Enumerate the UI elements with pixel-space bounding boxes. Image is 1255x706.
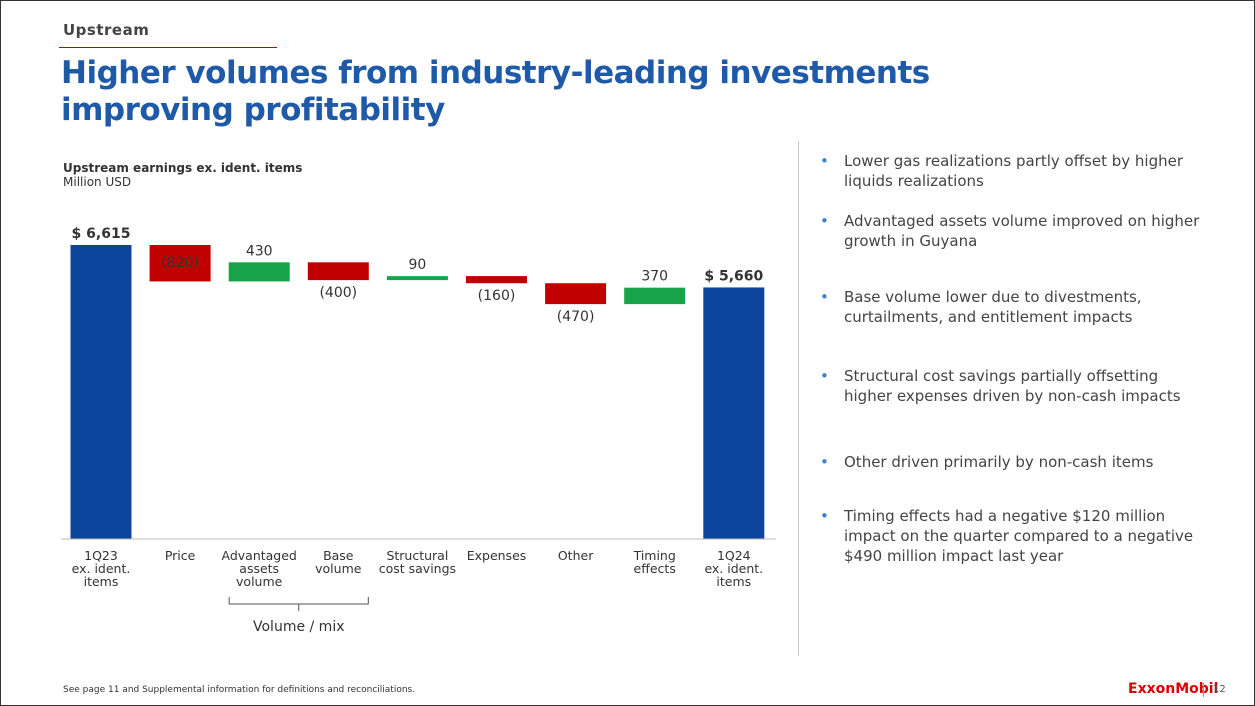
- bullet: Advantaged assets volume improved on hig…: [820, 212, 1200, 250]
- bullet: Base volume lower due to divestments, cu…: [820, 288, 1142, 326]
- logo: ExxonMobil: [1128, 681, 1219, 697]
- bullet-marker: •: [820, 152, 829, 170]
- bullet-marker: •: [820, 367, 829, 385]
- value-label: (820): [161, 255, 199, 271]
- chart-title: Upstream earnings ex. ident. items: [63, 161, 303, 175]
- x-tick-label: 1Q24 ex. ident. items: [704, 548, 764, 589]
- bar: [624, 287, 686, 305]
- bullet-marker: •: [820, 453, 829, 471]
- group-bracket: [228, 597, 369, 611]
- x-tick-label: Base volume: [315, 548, 362, 576]
- bullet: Other driven primarily by non-cash items…: [820, 453, 1154, 471]
- x-tick-label: Expenses: [466, 548, 527, 563]
- bar: [386, 276, 448, 281]
- page-separator: [1203, 683, 1204, 697]
- x-tick-label: Structural cost savings: [378, 548, 457, 576]
- bar: [149, 245, 211, 282]
- bar: [466, 276, 527, 284]
- slide-title: Higher volumes from industry-leading inv…: [61, 55, 930, 128]
- value-label: $ 5,660: [704, 268, 763, 284]
- page-number: 12: [1213, 684, 1226, 695]
- chart: $ 6,615 (820) 430 (400) 90 (160) (470) 370 $ 5,6…: [61, 226, 776, 635]
- section-underline: [59, 47, 277, 48]
- bar: [545, 283, 607, 305]
- x-tick-label: Other: [557, 548, 594, 563]
- divider: [798, 141, 799, 656]
- x-tick-label: Price: [164, 548, 196, 563]
- bar: [70, 245, 132, 539]
- bar: [307, 262, 369, 281]
- value-label: 90: [408, 257, 426, 273]
- x-tick-label: Advantaged assets volume: [221, 548, 297, 589]
- value-label: (160): [478, 288, 516, 304]
- x-tick-label: 1Q23 ex. ident. items: [71, 548, 131, 589]
- value-label: (470): [557, 309, 595, 325]
- bullet-marker: •: [820, 288, 829, 306]
- group-label: Volume / mix: [253, 619, 345, 635]
- value-label: (400): [319, 285, 357, 301]
- x-tick-label: Timing effects: [633, 548, 676, 576]
- bullet: Lower gas realizations partly offset by …: [820, 152, 1184, 190]
- bullet: Timing effects had a negative $120 milli…: [820, 507, 1194, 565]
- chart-subtitle: Million USD: [63, 175, 132, 189]
- bar: [703, 287, 765, 539]
- value-label: 370: [641, 269, 668, 285]
- value-label: 430: [246, 243, 273, 259]
- bullet: Structural cost savings partially offset…: [820, 367, 1181, 405]
- bullet-marker: •: [820, 507, 829, 525]
- value-label: $ 6,615: [72, 226, 131, 242]
- footnote: See page 11 and Supplemental information…: [63, 685, 416, 695]
- bar: [228, 262, 290, 282]
- section-label: Upstream: [63, 21, 150, 39]
- bullet-marker: •: [820, 212, 829, 230]
